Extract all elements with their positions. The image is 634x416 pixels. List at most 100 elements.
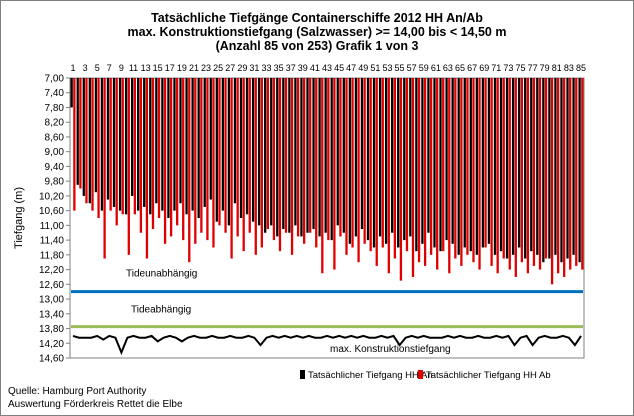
bar-ab	[472, 78, 475, 263]
bar-an	[372, 78, 376, 248]
bar-an	[124, 78, 128, 215]
bar-ab	[242, 78, 245, 252]
x-tick-label: 21	[189, 63, 199, 73]
bar-an	[427, 78, 430, 233]
bar-ab	[139, 78, 143, 233]
bar-ab	[448, 78, 451, 274]
x-tick-label: 49	[358, 63, 368, 73]
bar-an	[149, 78, 152, 215]
x-tick-label: 1	[71, 63, 76, 73]
x-tick-label: 77	[528, 63, 538, 73]
x-tick-label: 53	[382, 63, 392, 73]
bar-ab	[375, 78, 378, 266]
x-tick-label: 25	[213, 63, 223, 73]
bar-ab	[133, 78, 136, 215]
x-tick-label: 11	[129, 63, 138, 73]
x-tick-label: 7	[107, 63, 112, 73]
source-label: Quelle: Hamburg Port Authority	[8, 386, 147, 397]
bar-ab	[194, 78, 197, 244]
bar-an	[203, 78, 206, 207]
bar-an	[100, 78, 104, 211]
bar-ab	[454, 78, 457, 259]
bar-an	[451, 78, 454, 244]
bar-an	[312, 78, 315, 230]
bar-ab	[272, 78, 276, 241]
x-tick-label: 39	[298, 63, 308, 73]
bar-an	[294, 78, 297, 226]
bar-an	[143, 78, 146, 207]
bar-ab	[538, 78, 542, 270]
bar-an	[227, 78, 231, 226]
y-tick-label: 11,80	[40, 250, 65, 261]
bar-an	[366, 78, 370, 241]
bar-ab	[236, 78, 239, 237]
bar-ab	[115, 78, 118, 226]
bar-an	[415, 78, 418, 252]
bar-ab	[550, 78, 554, 285]
bar-an	[209, 78, 212, 200]
bar-ab	[514, 78, 517, 277]
bar-an	[403, 78, 406, 241]
bar-an	[130, 78, 134, 196]
bar-ab	[290, 78, 294, 255]
bar-an	[475, 78, 478, 255]
bar-ab	[327, 78, 330, 241]
bar-ab	[502, 78, 505, 259]
bar-ab	[200, 78, 203, 233]
x-tick-label: 85	[576, 63, 586, 73]
bar-ab	[109, 78, 112, 211]
bar-ab	[556, 78, 560, 274]
bar-an	[536, 78, 539, 255]
y-tick-label: 10,20	[39, 191, 64, 202]
bar-an	[360, 78, 364, 230]
bar-ab	[206, 78, 209, 241]
bar-ab	[278, 78, 282, 252]
bar-an	[270, 78, 273, 226]
bar-an	[572, 78, 575, 255]
x-tick-label: 67	[467, 63, 477, 73]
x-tick-label: 31	[249, 63, 259, 73]
bar-an	[397, 78, 400, 248]
bar-ab	[381, 78, 384, 248]
bar-ab	[411, 78, 415, 277]
bar-ab	[563, 78, 566, 277]
x-tick-label: 75	[515, 63, 525, 73]
label-tideunabhaengig: Tideunabhängig	[126, 269, 197, 280]
bar-ab	[405, 78, 409, 252]
y-tick-label: 13,40	[39, 309, 64, 320]
bar-an	[106, 78, 110, 200]
bar-an	[493, 78, 497, 255]
bar-ab	[188, 78, 191, 263]
bar-an	[185, 78, 188, 215]
y-tick-label: 14,20	[39, 339, 64, 350]
bar-ab	[460, 78, 463, 266]
bar-ab	[212, 78, 215, 248]
bar-ab	[351, 78, 354, 248]
bar-ab	[520, 78, 524, 263]
x-tick-label: 23	[201, 63, 211, 73]
bar-an	[191, 78, 194, 211]
bar-an	[578, 78, 581, 263]
bar-an	[487, 78, 491, 244]
y-tick-label: 9,40	[45, 162, 65, 173]
bar-an	[318, 78, 321, 237]
bar-ab	[79, 78, 82, 189]
x-tick-label: 19	[177, 63, 187, 73]
label-max-konstruktionstiefgang: max. Konstruktionstiefgang	[330, 344, 451, 355]
bar-ab	[218, 78, 221, 226]
bar-ab	[333, 78, 336, 270]
x-tick-label: 45	[334, 63, 344, 73]
x-tick-label: 17	[165, 63, 175, 73]
bar-ab	[85, 78, 88, 204]
bar-ab	[508, 78, 511, 270]
bar-an	[524, 78, 527, 259]
bar-ab	[182, 78, 185, 241]
x-tick-label: 15	[153, 63, 163, 73]
x-tick-label: 63	[443, 63, 453, 73]
bar-ab	[496, 78, 499, 274]
x-tick-label: 79	[540, 63, 550, 73]
y-tick-label: 12,20	[39, 265, 64, 276]
bar-an	[76, 78, 79, 185]
x-tick-label: 69	[479, 63, 489, 73]
legend-label: Tatsächlicher Tiefgang HH Ab	[426, 370, 551, 381]
